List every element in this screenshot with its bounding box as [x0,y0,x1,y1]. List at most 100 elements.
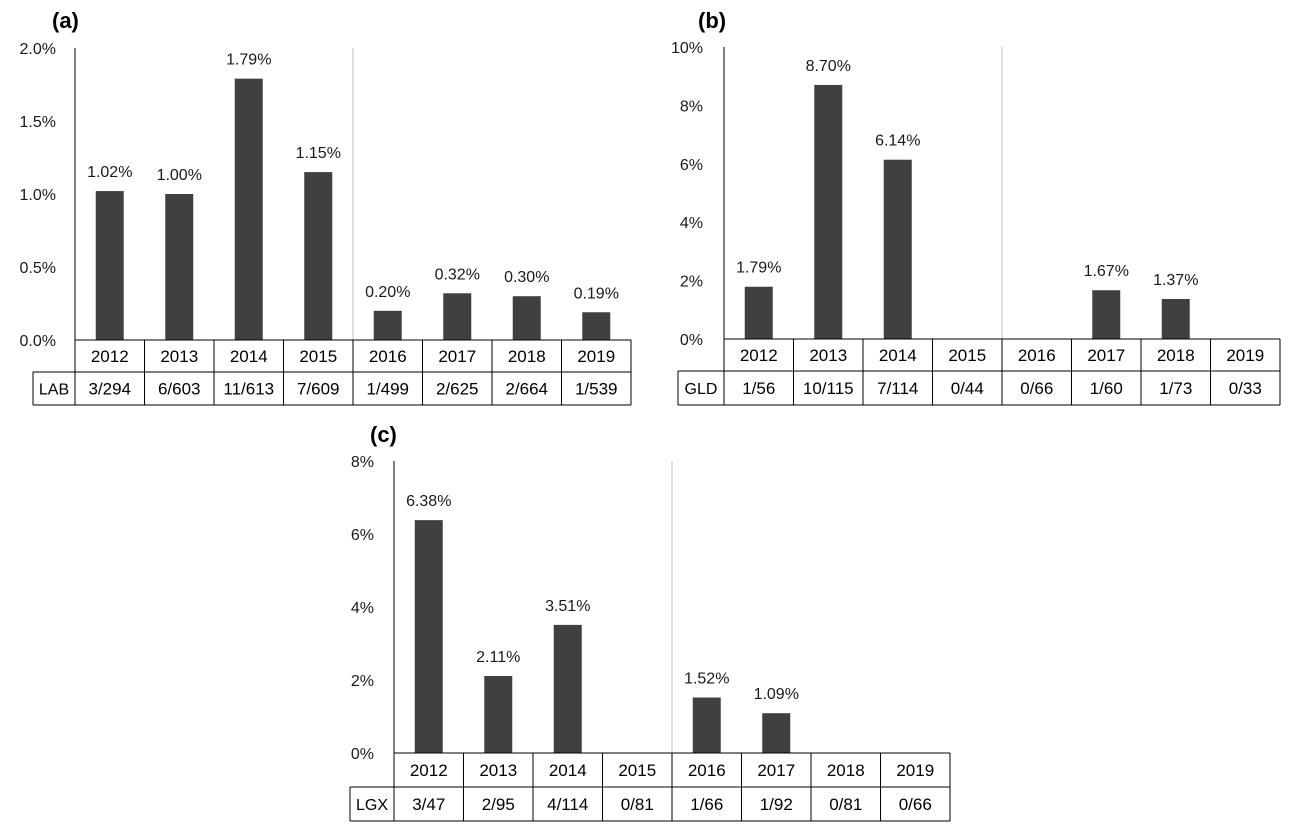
panel-b-bar-2017 [1092,290,1121,339]
panel-a-data-label-2015: 1.15% [296,145,341,162]
panel-a-bar-2014 [234,78,263,340]
panel-b-category-label: 2012 [740,346,778,365]
panel-c-data-label-2014: 3.51% [545,598,590,615]
panel-b-bar-2012 [744,286,773,339]
panel-c-category-label: 2012 [410,761,448,780]
panel-b-bar-2013 [814,84,843,340]
panel-c-category-label: 2017 [757,761,795,780]
panel-b-data-label-2018: 1.37% [1153,272,1198,289]
panel-b-category-label: 2017 [1087,346,1125,365]
panel-b-ratio-label: 0/33 [1229,379,1262,398]
panel-b-data-label-2012: 1.79% [736,260,781,277]
panel-a-category-label: 2018 [508,347,546,366]
panel-c-bar-2017 [762,713,791,753]
panel-a-ytick-label: 2.0% [20,41,56,58]
panel-b-ytick-label: 4% [680,215,703,232]
panel-a-ratio-label: 2/625 [436,380,479,399]
panel-b-data-label-2014: 6.14% [875,133,920,150]
panel-b-ratio-label: 7/114 [877,379,918,398]
panel-c-category-label: 2013 [479,761,517,780]
panel-a-bar-2016 [373,310,402,340]
panel-c-bar-2013 [484,675,513,753]
panel-c-ytick-label: 2% [351,673,374,690]
panel-a-table-row-label: LAB [39,382,69,399]
panel-c-category-label: 2015 [618,761,656,780]
panel-c-data-label-2017: 1.09% [754,686,799,703]
panel-c-ratio-label: 0/81 [829,795,862,814]
panel-a-category-label: 2016 [369,347,407,366]
panel-c-ratio-label: 3/47 [412,795,445,814]
panel-b-data-label-2017: 1.67% [1084,263,1129,280]
panel-a-ratio-label: 1/499 [366,380,409,399]
panel-b-label: (b) [698,8,726,33]
panel-b-category-label: 2015 [948,346,986,365]
panel-a-category-label: 2014 [230,347,268,366]
panel-a-ratio-label: 3/294 [88,380,131,399]
panel-c-bar-2014 [553,624,582,753]
panel-a-ratio-label: 1/539 [575,380,618,399]
panel-b-data-label-2013: 8.70% [806,58,851,75]
panel-b-ytick-label: 2% [680,274,703,291]
panel-c-ratio-label: 4/114 [547,795,588,814]
panel-b-category-label: 2019 [1226,346,1264,365]
panel-c-ratio-label: 2/95 [482,795,515,814]
panel-a-data-label-2016: 0.20% [365,284,410,301]
panel-c-bar-2016 [692,697,721,753]
panel-c-label: (c) [370,422,397,447]
panel-a-label: (a) [52,8,79,33]
panel-b-ratio-label: 0/66 [1020,379,1053,398]
panel-b-ytick-label: 0% [680,332,703,349]
panel-a-ratio-label: 6/603 [158,380,201,399]
panel-b-ratio-label: 10/115 [803,379,854,398]
panel-c-ytick-label: 8% [351,454,374,471]
panel-a-data-label-2014: 1.79% [226,52,271,69]
panel-a-ratio-label: 7/609 [297,380,340,399]
panel-b-category-label: 2016 [1018,346,1056,365]
panel-b-category-label: 2013 [809,346,847,365]
panel-a-data-label-2013: 1.00% [157,167,202,184]
panel-a-ytick-label: 1.0% [20,187,56,204]
panel-b-ratio-label: 0/44 [951,379,984,398]
panel-c-ratio-label: 0/66 [899,795,932,814]
panel-b-ratio-label: 1/56 [742,379,775,398]
panel-c-ytick-label: 6% [351,527,374,544]
panel-a-category-label: 2013 [160,347,198,366]
panel-a-bar-2015 [304,172,333,340]
panel-b-category-label: 2014 [879,346,917,365]
panel-c-ratio-label: 1/66 [690,795,723,814]
panel-a-data-label-2018: 0.30% [504,269,549,286]
panel-b-ytick-label: 10% [671,40,703,57]
panel-a-ytick-label: 1.5% [20,114,56,131]
panel-c-ytick-label: 4% [351,600,374,617]
panel-a-ytick-label: 0.5% [20,260,56,277]
panel-a-bar-2012 [95,191,124,340]
panel-a-bar-2017 [443,293,472,340]
panel-a-data-label-2017: 0.32% [435,266,480,283]
panel-b-ytick-label: 6% [680,157,703,174]
panel-c-bar-2012 [414,520,443,753]
panel-c-category-label: 2018 [827,761,865,780]
panel-b-ratio-label: 1/73 [1159,379,1192,398]
panel-b-category-label: 2018 [1157,346,1195,365]
panel-a-ratio-label: 2/664 [505,380,548,399]
panel-c-table-row-label: LGX [356,797,388,814]
panel-c-data-label-2016: 1.52% [684,671,729,688]
panel-a-data-label-2019: 0.19% [574,285,619,302]
panel-a-category-label: 2012 [91,347,129,366]
panel-a-bar-2013 [165,194,194,340]
panel-c-ytick-label: 0% [351,746,374,763]
panel-c-category-label: 2019 [896,761,934,780]
panel-a-category-label: 2019 [577,347,615,366]
panel-c-ratio-label: 1/92 [760,795,793,814]
panel-a-ratio-label: 11/613 [223,380,274,399]
panel-b-table-row-label: GLD [685,381,718,398]
panel-c-ratio-label: 0/81 [621,795,654,814]
panel-c-category-label: 2016 [688,761,726,780]
panel-b-bar-2018 [1161,298,1190,339]
panel-a-category-label: 2017 [438,347,476,366]
panel-b-bar-2014 [883,159,912,339]
panel-a-data-label-2012: 1.02% [87,164,132,181]
panel-b-ytick-label: 8% [680,98,703,115]
panel-b-ratio-label: 1/60 [1090,379,1123,398]
